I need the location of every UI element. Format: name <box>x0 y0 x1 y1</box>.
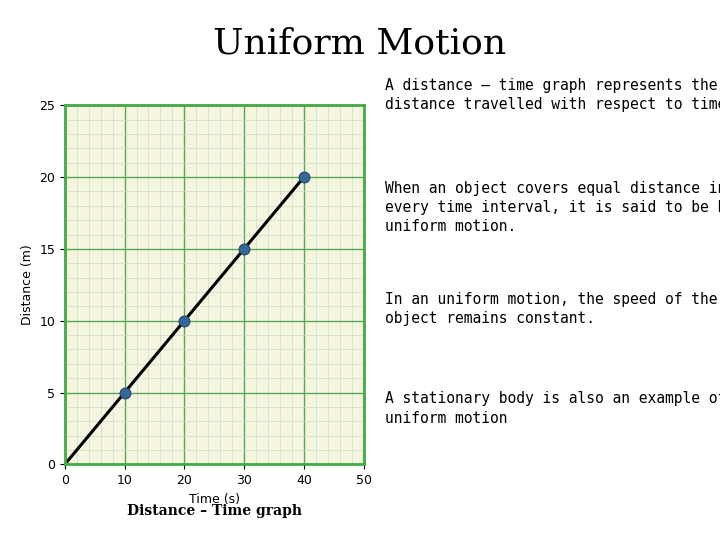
X-axis label: Time (s): Time (s) <box>189 492 240 505</box>
Point <box>179 316 190 325</box>
Text: In an uniform motion, the speed of the
object remains constant.: In an uniform motion, the speed of the o… <box>385 292 718 326</box>
Point <box>119 388 130 397</box>
Text: Uniform Motion: Uniform Motion <box>213 27 507 61</box>
Point <box>238 245 250 253</box>
Text: Distance – Time graph: Distance – Time graph <box>127 504 302 518</box>
Y-axis label: Distance (m): Distance (m) <box>21 245 34 325</box>
Point <box>298 173 310 181</box>
Text: A distance – time graph represents the
distance travelled with respect to time.: A distance – time graph represents the d… <box>385 78 720 112</box>
Text: A stationary body is also an example of
uniform motion: A stationary body is also an example of … <box>385 392 720 426</box>
Text: When an object covers equal distance in
every time interval, it is said to be ha: When an object covers equal distance in … <box>385 181 720 234</box>
